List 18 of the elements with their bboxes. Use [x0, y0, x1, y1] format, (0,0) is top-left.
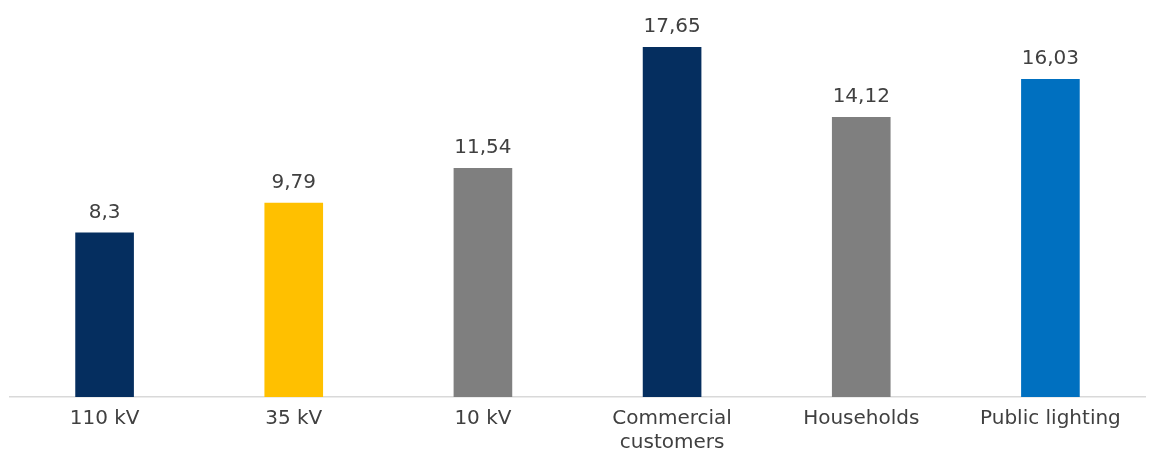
data-label: 11,54: [454, 134, 512, 159]
data-label: 9,79: [271, 169, 317, 194]
x-tick-label: Commercial customers: [612, 405, 732, 454]
bar: [453, 168, 513, 397]
bar: [831, 116, 891, 397]
x-tick-label: 35 kV: [265, 405, 323, 430]
data-label: 8,3: [88, 198, 121, 223]
data-label: 16,03: [1021, 45, 1080, 70]
data-label: 14,12: [832, 83, 890, 108]
bar: [75, 232, 134, 397]
bar: [264, 202, 324, 397]
bar: [642, 46, 702, 397]
x-tick-label: Households: [803, 405, 920, 430]
x-tick-label: 10 kV: [454, 405, 512, 430]
bar: [1021, 79, 1080, 397]
x-tick-label: Public lighting: [980, 405, 1121, 430]
x-tick-label: 110 kV: [69, 405, 140, 430]
data-label: 17,65: [643, 13, 701, 38]
